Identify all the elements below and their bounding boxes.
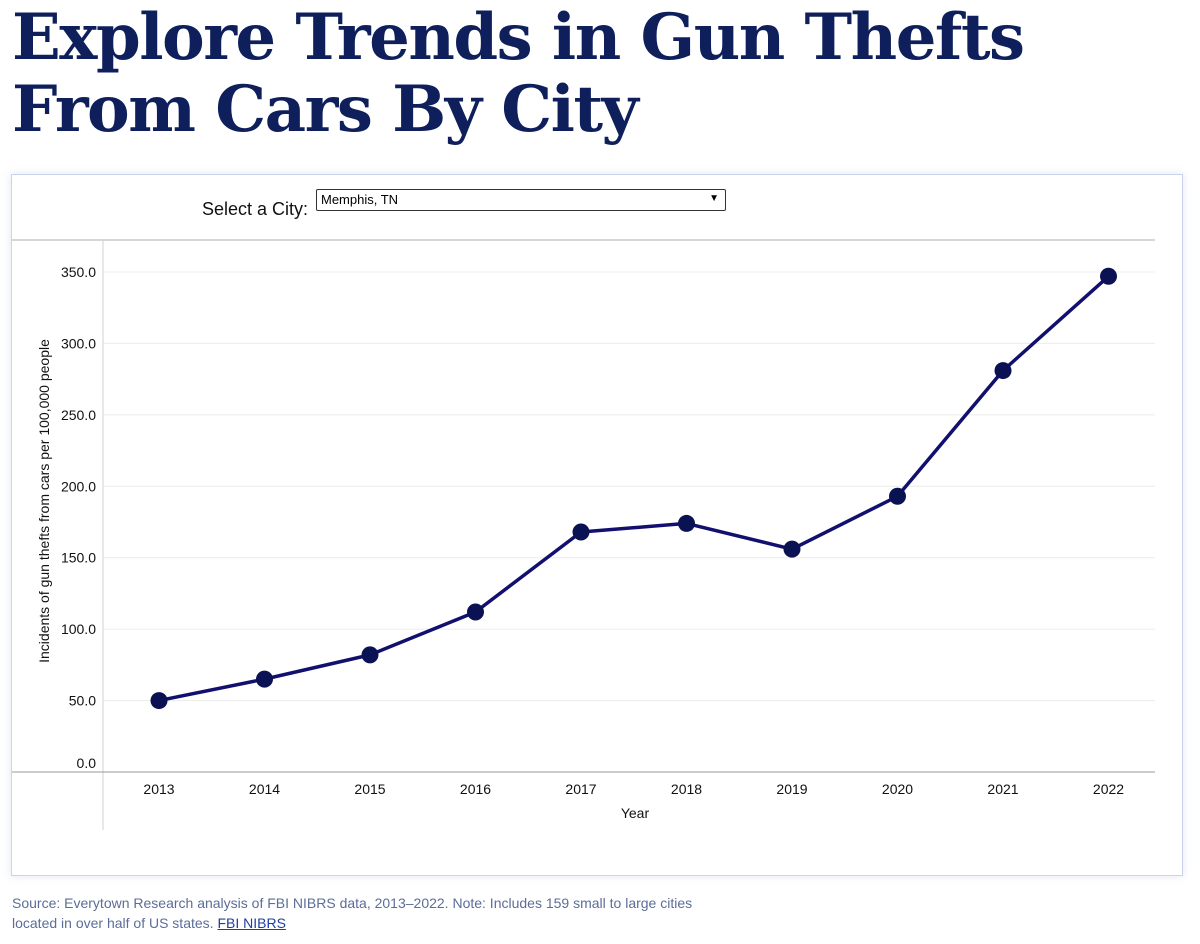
data-point[interactable] xyxy=(994,362,1012,380)
x-tick-label: 2019 xyxy=(776,781,807,797)
data-point[interactable] xyxy=(467,603,484,621)
city-select-value: Memphis, TN xyxy=(321,192,399,207)
y-tick-label: 0.0 xyxy=(77,755,97,771)
x-axis-title: Year xyxy=(621,805,650,821)
series-group xyxy=(150,267,1117,710)
x-tick-label: 2015 xyxy=(354,781,385,797)
y-tick-label: 100.0 xyxy=(61,621,96,637)
line-chart: 0.0 50.0 100.0 150.0 200.0 250.0 300.0 350.0 20… xyxy=(12,239,1155,830)
x-tick-label: 2021 xyxy=(987,781,1018,797)
source-note: Source: Everytown Research analysis of F… xyxy=(12,893,732,933)
data-point[interactable] xyxy=(889,487,906,505)
data-point[interactable] xyxy=(361,646,379,664)
data-point[interactable] xyxy=(572,523,590,541)
y-tick-label: 200.0 xyxy=(61,478,96,494)
city-select-label: Select a City: xyxy=(202,199,309,219)
chevron-down-icon: ▼ xyxy=(709,193,719,204)
x-tick-label: 2022 xyxy=(1093,781,1124,797)
page-title: Explore Trends in Gun Thefts From Cars B… xyxy=(12,0,1025,147)
source-text: Source: Everytown Research analysis of F… xyxy=(12,895,693,931)
x-tick-labels: 2013 2014 2015 2016 2017 2018 2019 2020 2021 2022 xyxy=(143,781,1124,797)
data-point[interactable] xyxy=(150,692,168,710)
x-tick-label: 2017 xyxy=(565,781,596,797)
chart-card: Select a City: Memphis, TN ▼ 0.0 50.0 100.… xyxy=(11,174,1183,876)
series-line xyxy=(158,274,1110,703)
data-point[interactable] xyxy=(678,514,695,532)
x-tick-label: 2018 xyxy=(671,781,702,797)
x-tick-label: 2013 xyxy=(143,781,174,797)
x-tick-label: 2020 xyxy=(882,781,913,797)
y-tick-label: 350.0 xyxy=(61,264,96,280)
y-tick-label: 250.0 xyxy=(61,407,96,423)
y-axis-title: Incidents of gun thefts from cars per 10… xyxy=(36,339,52,663)
data-point[interactable] xyxy=(256,670,273,688)
city-select[interactable]: Memphis, TN ▼ xyxy=(316,189,726,211)
data-point[interactable] xyxy=(1100,267,1117,285)
y-tick-label: 300.0 xyxy=(61,335,96,351)
x-tick-label: 2014 xyxy=(249,781,280,797)
y-tick-label: 150.0 xyxy=(61,550,96,566)
fbi-nibrs-link[interactable]: FBI NIBRS xyxy=(217,915,286,931)
y-tick-label: 50.0 xyxy=(69,693,96,709)
x-tick-label: 2016 xyxy=(460,781,491,797)
data-point[interactable] xyxy=(783,540,801,558)
y-tick-labels: 0.0 50.0 100.0 150.0 200.0 250.0 300.0 350.0 xyxy=(61,264,96,771)
gridlines xyxy=(103,271,1155,702)
